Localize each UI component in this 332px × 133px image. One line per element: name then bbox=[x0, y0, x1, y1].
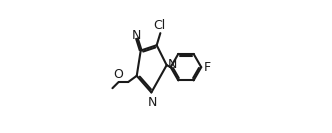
Text: O: O bbox=[114, 68, 124, 81]
Text: N: N bbox=[147, 96, 157, 109]
Text: Cl: Cl bbox=[154, 19, 166, 32]
Text: N: N bbox=[131, 29, 141, 42]
Text: F: F bbox=[204, 61, 211, 74]
Text: N: N bbox=[168, 58, 177, 71]
